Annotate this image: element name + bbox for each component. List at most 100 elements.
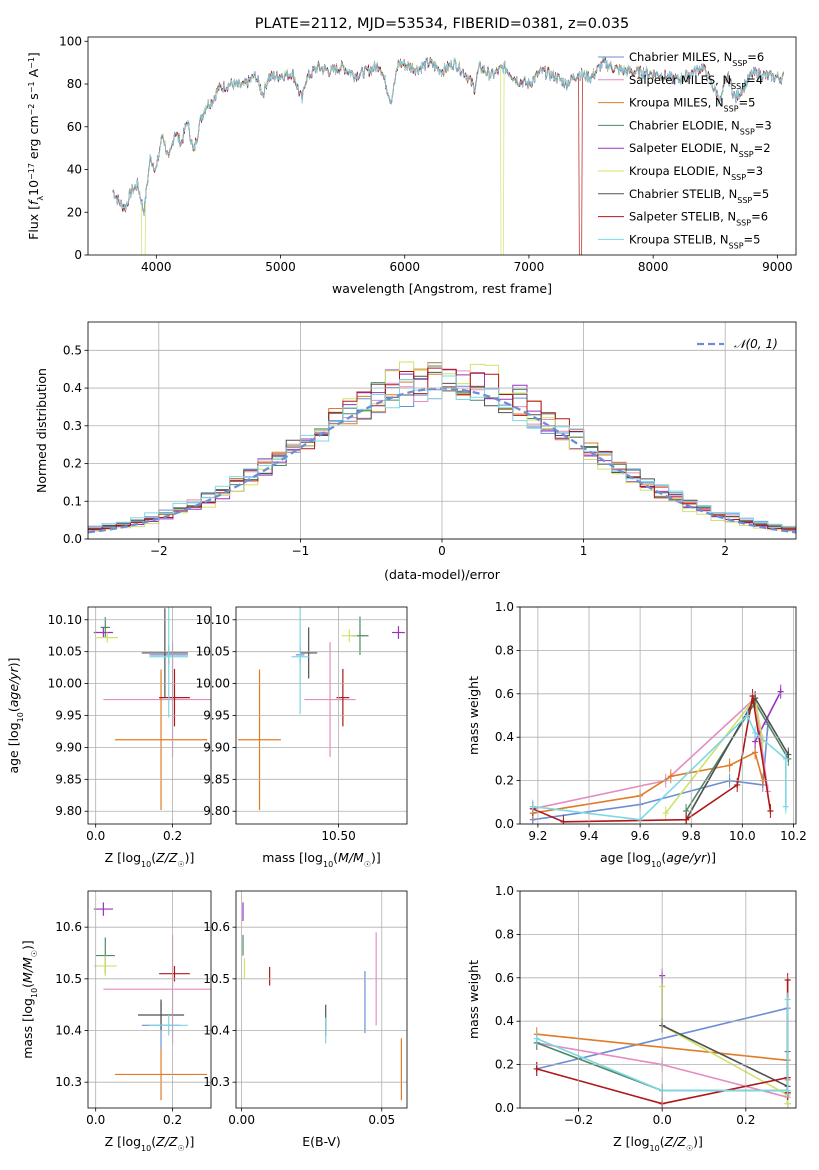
y-axis-label: mass weight	[466, 676, 481, 755]
chart-title: PLATE=2112, MJD=53534, FIBERID=0381, z=0…	[255, 16, 629, 32]
panel-0: 4000 5000 6000 7000 8000 9000 0 20 40 60 80 100 wave…	[26, 34, 797, 296]
weight-line-4	[754, 691, 782, 742]
panel-4: 9.2 9.4 9.6 9.8 10.0 10.2 0.0 0.2 0.4 0.6 0.8 1.0 ag…	[466, 600, 807, 869]
y-tick-label: 0.5	[63, 343, 82, 357]
y-tick-label: 0.4	[495, 1014, 514, 1028]
y-tick-label: 10.4	[55, 1024, 82, 1038]
y-tick-label: 10.3	[55, 1075, 82, 1089]
x-tick-label: 0.2	[736, 1113, 755, 1127]
y-tick-label: 9.95	[55, 709, 82, 723]
x-tick-label: 6000	[389, 260, 420, 274]
x-tick-label: 9.2	[528, 829, 547, 843]
x-tick-label: 0.0	[86, 1113, 105, 1127]
legend-entry-0: Chabrier MILES, NSSP=6	[629, 50, 764, 68]
y-axis-label: mass [log10(M/M☉)]	[20, 940, 39, 1059]
y-tick-label: 10.10	[196, 613, 230, 627]
weight-line-1	[532, 697, 769, 810]
plot-area-6	[242, 902, 402, 1101]
panel-6: 0.00 0.05 10.3 10.4 10.5 10.6 E(B-V)	[203, 890, 408, 1149]
legend-entry-8: Kroupa STELIB, NSSP=5	[629, 232, 760, 250]
y-tick-label: 1.0	[495, 600, 514, 614]
y-tick-label: 9.80	[203, 804, 230, 818]
x-tick-label: 0.2	[163, 1113, 182, 1127]
axes-frame	[519, 606, 797, 825]
x-tick-label: −0.2	[564, 1113, 593, 1127]
axes-frame	[87, 890, 212, 1109]
y-tick-label: 10.05	[48, 645, 82, 659]
legend-entry-4: Salpeter ELODIE, NSSP=2	[629, 141, 771, 159]
y-tick-label: 10.00	[48, 677, 82, 691]
x-tick-label: 1	[580, 544, 588, 558]
y-tick-label: 9.80	[55, 804, 82, 818]
x-tick-label: 0.00	[228, 1113, 255, 1127]
y-tick-label: 10.05	[196, 645, 230, 659]
y-tick-label: 20	[67, 205, 82, 219]
x-axis-label: age [log10(age/yr)]	[600, 850, 716, 869]
y-tick-label: 0.4	[495, 730, 514, 744]
plot-area-0	[112, 56, 784, 255]
y-tick-label: 10.5	[55, 972, 82, 986]
y-tick-label: 10.10	[48, 613, 82, 627]
x-tick-label: 10.50	[321, 829, 355, 843]
weight-line-8	[532, 714, 787, 821]
y-tick-label: 0.3	[63, 419, 82, 433]
x-axis-label: Z [log10(Z/Z☉)]	[105, 850, 195, 869]
y-tick-label: 9.90	[203, 740, 230, 754]
x-axis-label: mass [log10(M/M☉)]	[262, 850, 381, 869]
x-tick-label: 8000	[638, 260, 669, 274]
x-tick-label: 9.4	[579, 829, 598, 843]
y-axis-label: Flux [fλ10−17 erg cm−2 s−1 A−1]	[26, 52, 45, 240]
y-tick-label: 60	[67, 120, 82, 134]
legend-entry-2: Kroupa MILES, NSSP=5	[629, 96, 755, 114]
legend-entry-7: Salpeter STELIB, NSSP=6	[629, 210, 768, 228]
y-tick-label: 0.0	[495, 1101, 514, 1115]
x-tick-label: 0.0	[653, 1113, 672, 1127]
x-tick-label: 10.0	[729, 829, 756, 843]
weight-line-3	[685, 701, 789, 812]
legend-entry-6: Chabrier STELIB, NSSP=5	[629, 187, 769, 205]
y-tick-label: 9.85	[55, 772, 82, 786]
y-tick-label: 0.8	[495, 927, 514, 941]
legend-entry-5: Kroupa ELODIE, NSSP=3	[629, 164, 763, 182]
y-axis-label: Normed distribution	[34, 368, 49, 493]
plot-area-3	[238, 607, 405, 810]
weight-line-6	[685, 697, 789, 821]
spectrum-line-8	[112, 56, 784, 215]
y-tick-label: 0.1	[63, 494, 82, 508]
x-tick-label: 7000	[514, 260, 545, 274]
legend-entry-3: Chabrier ELODIE, NSSP=3	[629, 118, 772, 136]
y-tick-label: 10.00	[196, 677, 230, 691]
y-tick-label: 0.0	[63, 532, 82, 546]
y-tick-label: 10.6	[203, 920, 230, 934]
y-tick-label: 0.8	[495, 643, 514, 657]
x-tick-label: 0.0	[86, 829, 105, 843]
weight-line-2	[532, 751, 764, 814]
x-tick-label: 0.2	[163, 829, 182, 843]
plot-area-4	[529, 684, 792, 824]
axes-frame	[235, 890, 408, 1109]
x-tick-label: 2	[721, 544, 729, 558]
panel-5: 0.0 0.2 10.3 10.4 10.5 10.6 Z [log10(Z/Z☉)] mas…	[20, 890, 212, 1153]
panel-1: −2 −1 0 1 2 0.0 0.1 0.2 0.3 0.4 0.5 (data-model)/er…	[34, 321, 797, 582]
x-axis-label: E(B-V)	[302, 1134, 341, 1149]
y-tick-label: 1.0	[495, 884, 514, 898]
legend-entry-1: Salpeter MILES, NSSP=4	[629, 73, 763, 91]
y-tick-label: 40	[67, 163, 82, 177]
x-tick-label: 0.05	[368, 1113, 395, 1127]
y-axis-label: mass weight	[466, 960, 481, 1039]
x-axis-label: Z [log10(Z/Z☉)]	[105, 1134, 195, 1153]
y-tick-label: 10.5	[203, 972, 230, 986]
y-tick-label: 100	[59, 34, 82, 48]
y-axis-label: age [log10(age/yr)]	[6, 657, 25, 773]
y-tick-label: 0.6	[495, 687, 514, 701]
y-tick-label: 9.85	[203, 772, 230, 786]
weight-line-5	[661, 986, 789, 1104]
y-tick-label: 9.95	[203, 709, 230, 723]
y-tick-label: 80	[67, 77, 82, 91]
x-tick-label: 4000	[141, 260, 172, 274]
x-tick-label: −1	[292, 544, 310, 558]
x-axis-label: wavelength [Angstrom, rest frame]	[332, 281, 552, 296]
x-tick-label: 9.8	[682, 829, 701, 843]
x-axis-label: (data-model)/error	[384, 567, 501, 582]
legend: Chabrier MILES, NSSP=6 Salpeter MILES, NS…	[598, 50, 772, 250]
